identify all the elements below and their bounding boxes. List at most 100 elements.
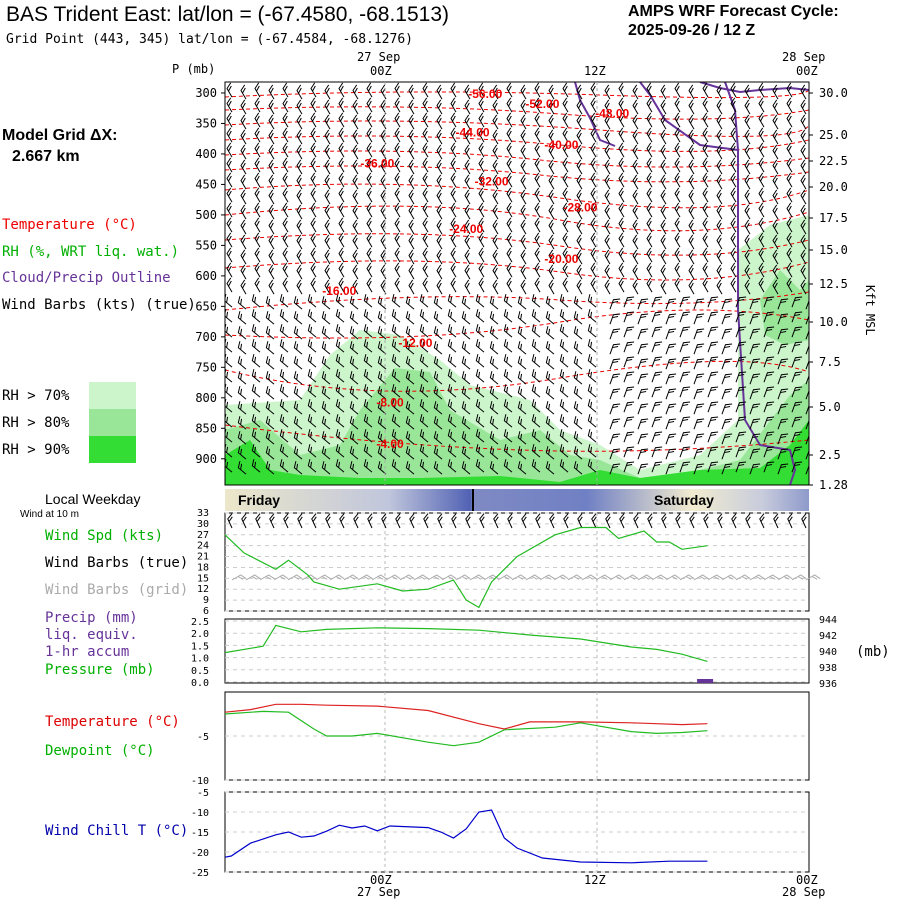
wind-barb <box>716 84 723 100</box>
wind-barb <box>674 217 681 233</box>
surface-wind-barb <box>423 513 429 529</box>
wind-barb <box>447 339 457 353</box>
wind-barb <box>447 354 457 368</box>
surface-wind-barb-shaft <box>619 513 625 529</box>
wind-barb-shaft <box>349 311 359 325</box>
wind-barb-shaft <box>366 262 373 278</box>
wind-barb <box>763 446 775 458</box>
wind-barb-shaft <box>660 114 667 130</box>
wind-barb <box>531 354 541 368</box>
wind-barb <box>623 416 635 428</box>
wind-barb-shaft <box>587 309 597 323</box>
wind-barb-shaft <box>777 463 789 475</box>
pressure-tick-label: 850 <box>195 421 217 435</box>
wind-barb <box>433 311 443 325</box>
wind-barb-shaft <box>805 433 809 445</box>
height-tick-label: 2.5 <box>819 448 841 462</box>
wind-barb <box>548 159 555 175</box>
wind-barb <box>293 431 303 445</box>
wind-barb <box>800 264 807 280</box>
wind-barb <box>758 157 765 173</box>
surface-wind-barb-shaft <box>787 513 793 529</box>
wind-barb <box>503 444 513 458</box>
wind-barb-shaft <box>791 431 803 443</box>
wind-barb <box>447 444 457 458</box>
wind-barb <box>475 309 485 323</box>
wind-barb <box>590 172 597 188</box>
wind-barb <box>623 386 635 398</box>
wind-barb <box>464 234 471 250</box>
wind-barb-shaft <box>391 309 401 323</box>
wind-barb <box>637 343 649 355</box>
wind-barb-shaft <box>422 262 429 278</box>
wind-barb-shaft <box>489 386 499 400</box>
wind-barb <box>251 324 261 338</box>
wind-barb <box>489 341 499 355</box>
wind-barb-shaft <box>324 234 331 250</box>
wind-barb-shaft <box>377 296 387 310</box>
wind-barb <box>730 202 737 218</box>
wind-barb <box>763 386 775 398</box>
wind-barb <box>674 97 681 113</box>
wind-barb-shaft <box>688 219 695 235</box>
wind-barb <box>609 463 621 475</box>
height-tick-label: 22.5 <box>819 154 848 168</box>
wind-barb <box>735 371 747 383</box>
wind-barb-shaft <box>464 219 471 235</box>
wind-barb-shaft <box>637 358 649 370</box>
wind-barb-shaft <box>352 264 359 280</box>
wind-barb-shaft <box>377 311 387 325</box>
wind-barb-shaft <box>735 311 747 323</box>
wind-barb-shaft <box>349 356 359 370</box>
wind-barb-shaft <box>366 127 373 143</box>
wind-barb-shaft <box>349 461 359 475</box>
wind-barb <box>394 187 401 203</box>
wind-barb <box>618 202 625 218</box>
wind-barb <box>338 247 345 263</box>
wind-barb <box>548 144 555 160</box>
wind-barb <box>758 202 765 218</box>
wind-barb <box>623 311 635 323</box>
wind-barb-shaft <box>237 356 247 370</box>
wind-barb-shaft <box>251 444 261 458</box>
wind-barb <box>436 249 443 265</box>
isotherm-label: -36.00 <box>360 157 394 171</box>
wind-barb-shaft <box>394 157 401 173</box>
wind-barb <box>576 129 583 145</box>
temp-tick-label: -5 <box>197 732 209 743</box>
wind-barb <box>464 264 471 280</box>
wind-barb <box>721 373 733 385</box>
wind-barb <box>609 388 621 400</box>
wind-barb-shaft <box>660 264 667 280</box>
surface-wind-barb-grid <box>693 574 709 581</box>
wind-barb <box>240 174 247 190</box>
wind-barb <box>730 172 737 188</box>
wind-barb-shaft <box>489 326 499 340</box>
wind-barb <box>688 99 695 115</box>
wind-barb <box>282 247 289 263</box>
wind-barb-shaft <box>618 82 625 98</box>
wind-barb <box>534 247 541 263</box>
surface-wind-barb-shaft <box>437 513 443 529</box>
wind-barb-shaft <box>520 174 527 190</box>
wind-barb <box>475 369 485 383</box>
wind-barb-shaft <box>777 448 789 460</box>
wind-barb <box>772 249 779 265</box>
wind-barb <box>338 112 345 128</box>
top-time-label-2: 12Z <box>584 64 606 78</box>
wind-barb-shaft <box>394 202 401 218</box>
legend-rh: RH (%, WRT liq. wat.) <box>2 244 180 260</box>
wind-barb-shaft <box>559 369 569 383</box>
wind-barb-shaft <box>447 399 457 413</box>
wind-barb <box>660 219 667 235</box>
wind-barb <box>758 247 765 263</box>
rh80-upper-region <box>760 270 809 345</box>
wind-barb <box>366 82 373 98</box>
wind-barb-shaft <box>405 446 415 460</box>
wind-barb <box>777 358 789 370</box>
wind-barb <box>735 461 747 473</box>
pressure-tick-label: 450 <box>195 177 217 191</box>
isotherm-label: -48.00 <box>595 107 629 121</box>
wind-barb-shaft <box>674 142 681 158</box>
wind-barb-shaft <box>478 97 485 113</box>
